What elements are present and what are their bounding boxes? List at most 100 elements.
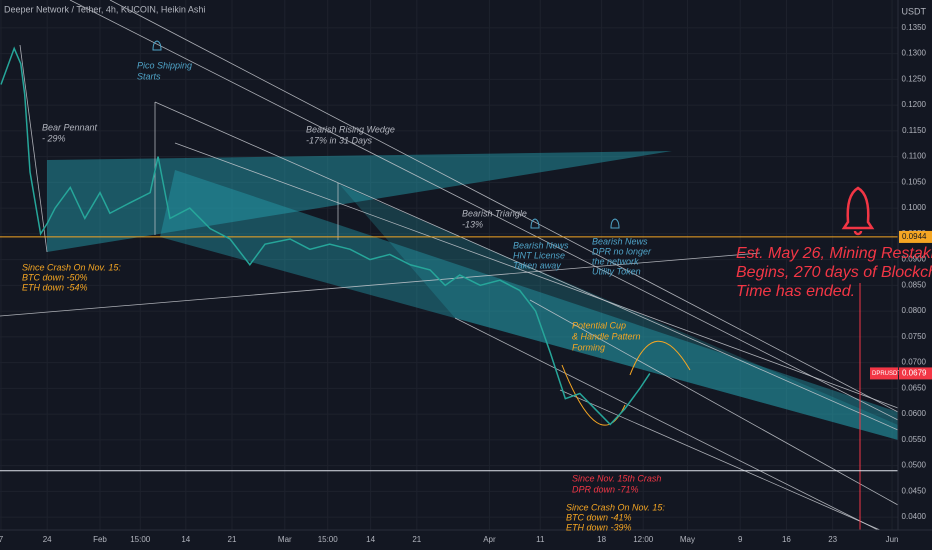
price-line-series: [0, 46, 651, 426]
annotation: Since Nov. 15th Crash: [572, 473, 661, 483]
annotation: Begins, 270 days of Blockchain: [736, 264, 932, 281]
x-tick-label: 11: [536, 535, 545, 544]
x-tick-label: May: [680, 535, 695, 544]
y-axis-label: USDT: [902, 6, 927, 16]
x-tick-label: 21: [412, 535, 421, 544]
trend-line: [559, 389, 881, 531]
chart-title: Deeper Network / Tether, 4h, KUCOIN, Hei…: [4, 4, 205, 14]
axes: 0.1350 0.1300 0.1250 0.1200 0.1150 0.1100 0.10…: [0, 23, 932, 544]
annotation: Bearish Triangle: [462, 208, 527, 218]
x-tick-label: 7: [0, 535, 4, 544]
annotation: Starts: [137, 71, 161, 81]
grid: [0, 0, 898, 530]
annotation: DPR no longer: [592, 246, 652, 256]
annotation: -13%: [462, 219, 483, 229]
annotation: BTC down -41%: [566, 512, 632, 522]
x-tick-label: 15:00: [318, 535, 339, 544]
annotation: Bearish News: [592, 236, 648, 246]
annotation: Since Crash On Nov. 15:: [22, 262, 121, 272]
annotation: -17% in 31 Days: [306, 135, 373, 145]
x-tick-label: 12:00: [633, 535, 654, 544]
x-tick-label: 16: [782, 535, 791, 544]
handle-arc: [629, 340, 691, 376]
annotation: Time has ended.: [736, 283, 855, 300]
annotation: BTC down -50%: [22, 272, 88, 282]
y-tick-label: 0.0850: [902, 280, 927, 289]
price-axis: [898, 0, 932, 550]
y-tick-label: 0.1150: [902, 126, 926, 135]
annotation: Utility Token: [592, 266, 641, 276]
last-price-label: 0.0679: [902, 369, 927, 378]
bell-icon: [530, 218, 540, 229]
annotation: Since Crash On Nov. 15:: [566, 502, 665, 512]
annotation: the network: [592, 256, 639, 266]
x-tick-label: Feb: [93, 535, 107, 544]
y-tick-label: 0.1250: [902, 74, 927, 83]
pennant-area: [47, 151, 672, 252]
annotation: Est. May 26, Mining Restaking: [736, 245, 932, 262]
annotation: Pico Shipping: [137, 60, 192, 70]
trend-line: [154, 101, 899, 431]
annotation: Potential Cup: [572, 320, 626, 330]
x-tick-label: 9: [738, 535, 743, 544]
price-label-box: [899, 230, 932, 243]
y-tick-label: 0.1350: [902, 23, 927, 32]
last-price-symbol: DPRUSDT: [872, 371, 901, 377]
bell-icon: [610, 218, 620, 229]
y-tick-label: 0.1050: [902, 177, 927, 186]
x-tick-label: Mar: [278, 535, 292, 544]
annotation: ETH down -39%: [566, 522, 632, 532]
annotation: ETH down -54%: [22, 282, 88, 292]
y-tick-label: 0.0600: [902, 409, 927, 418]
y-tick-label: 0.1300: [902, 49, 927, 58]
price-label: 0.0944: [902, 232, 927, 241]
x-tick-label: 24: [43, 535, 52, 544]
y-tick-label: 0.1200: [902, 100, 927, 109]
channel-area: [160, 170, 898, 440]
x-tick-label: 15:00: [130, 535, 151, 544]
y-tick-label: 0.0750: [902, 332, 927, 341]
x-tick-label: 14: [366, 535, 375, 544]
y-tick-label: 0.0700: [902, 358, 927, 367]
trend-line: [19, 44, 48, 253]
x-tick-label: Apr: [483, 535, 496, 544]
y-tick-label: 0.0400: [902, 512, 927, 521]
x-tick-label: 23: [828, 535, 837, 544]
trend-line: [454, 317, 899, 541]
bell-icon: [841, 186, 875, 236]
patterns: [0, 0, 899, 541]
trend-line: [69, 0, 899, 421]
y-tick-label: 0.0550: [902, 435, 927, 444]
plot: [0, 46, 898, 472]
annotation: DPR down -71%: [572, 484, 639, 494]
trend-line: [174, 142, 899, 409]
trend-line: [0, 252, 761, 317]
y-tick-label: 0.1100: [902, 152, 926, 161]
x-tick-label: 14: [181, 535, 190, 544]
x-tick-label: Jun: [886, 535, 899, 544]
x-tick-label: 21: [228, 535, 237, 544]
annotation: Forming: [572, 342, 605, 352]
last-price-box: [899, 367, 932, 380]
annotation: Bearish Rising Wedge: [306, 124, 395, 134]
trend-line: [109, 0, 899, 413]
y-tick-label: 0.1000: [902, 203, 927, 212]
annotation: Taken away: [513, 260, 561, 270]
y-tick-label: 0.0650: [902, 383, 927, 392]
annotation: & Handle Pattern: [572, 331, 641, 341]
annotation: Bearish News: [513, 240, 569, 250]
time-axis: [0, 530, 932, 550]
bell-icon: [152, 40, 162, 51]
y-tick-label: 0.0500: [902, 461, 927, 470]
x-tick-label: 18: [597, 535, 606, 544]
channel-inner: [340, 185, 898, 440]
y-tick-label: 0.0900: [902, 255, 927, 264]
y-tick-label: 0.0800: [902, 306, 927, 315]
y-tick-label: 0.0450: [902, 486, 927, 495]
annotation: Bear Pennant: [42, 122, 98, 132]
annotation: HNT License: [513, 250, 565, 260]
annotation: - 29%: [42, 133, 66, 143]
last-price-symbol-box: [870, 367, 898, 380]
